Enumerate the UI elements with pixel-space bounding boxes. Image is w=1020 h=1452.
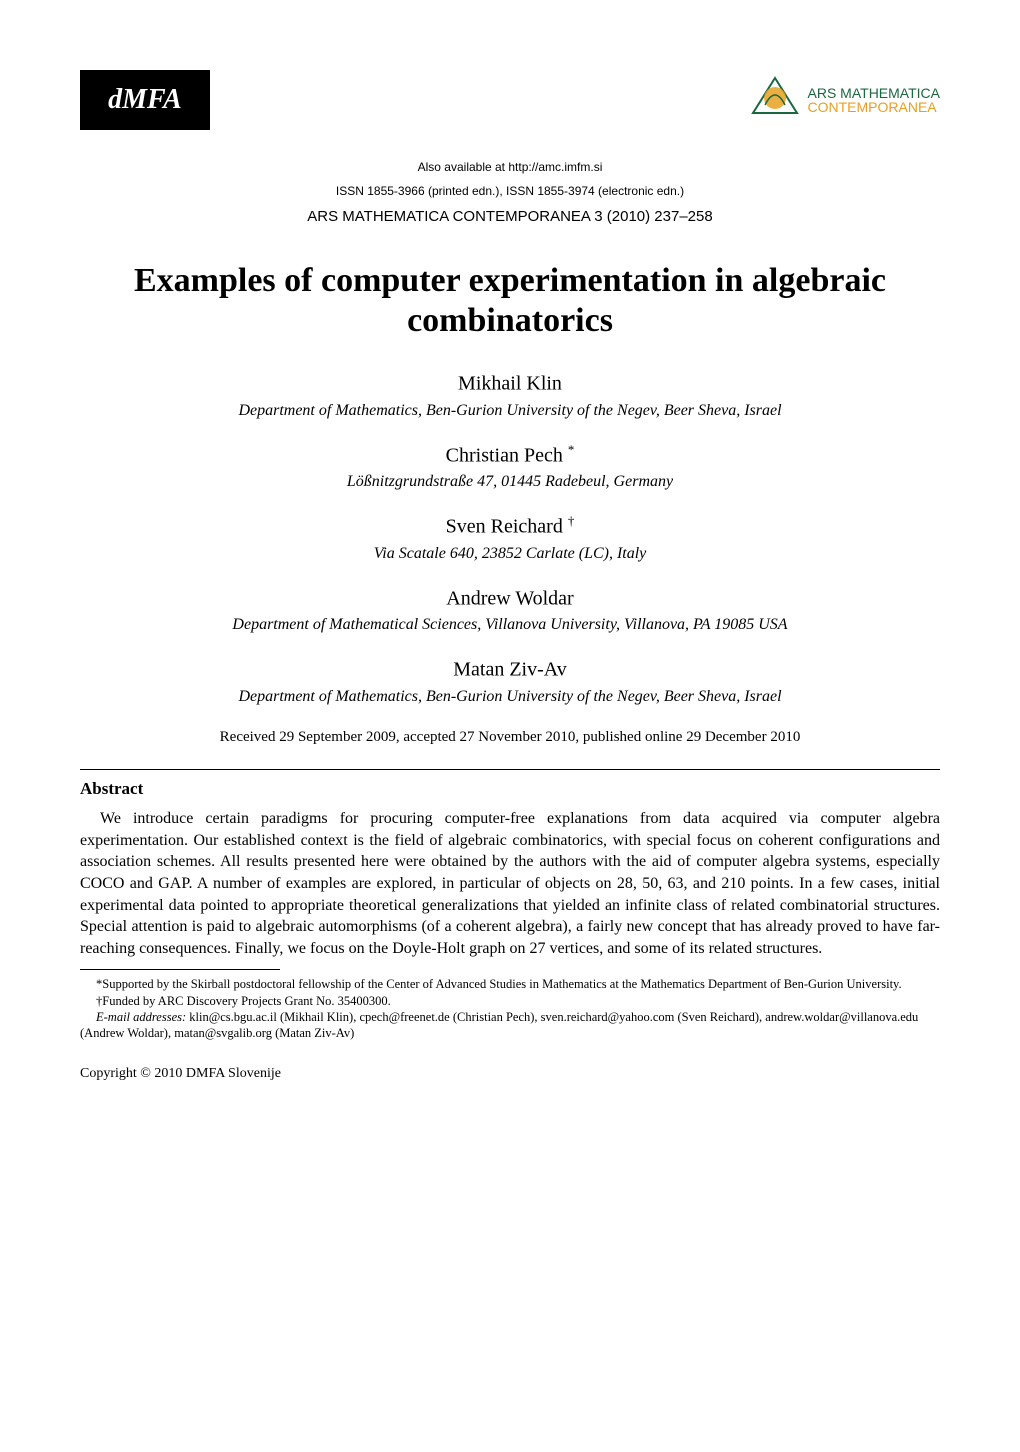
footnote-star: *Supported by the Skirball postdoctoral … — [80, 976, 940, 992]
header-row: dMFA ARS MATHEMATICA CONTEMPORANEA — [80, 70, 940, 130]
journal-citation: ARS MATHEMATICA CONTEMPORANEA 3 (2010) 2… — [80, 207, 940, 227]
author-name-0: Mikhail Klin — [80, 370, 940, 397]
footnotes: *Supported by the Skirball postdoctoral … — [80, 976, 940, 1041]
author-block-1: Christian Pech * Lößnitzgrundstraße 47, … — [80, 442, 940, 493]
footnote-divider — [80, 969, 280, 970]
journal-name-line1: ARS MATHEMATICA — [808, 86, 941, 100]
author-block-0: Mikhail Klin Department of Mathematics, … — [80, 370, 940, 421]
logo-ars-mathematica: ARS MATHEMATICA CONTEMPORANEA — [750, 75, 941, 125]
abstract-heading: Abstract — [80, 778, 940, 800]
logo-right-text: ARS MATHEMATICA CONTEMPORANEA — [808, 86, 941, 114]
email-list: klin@cs.bgu.ac.il (Mikhail Klin), cpech@… — [80, 1010, 918, 1040]
footnote-dagger: †Funded by ARC Discovery Projects Grant … — [80, 993, 940, 1009]
paper-title: Examples of computer experimentation in … — [80, 261, 940, 343]
author-block-3: Andrew Woldar Department of Mathematical… — [80, 585, 940, 636]
abstract-body: We introduce certain paradigms for procu… — [80, 808, 940, 959]
author-block-2: Sven Reichard † Via Scatale 640, 23852 C… — [80, 513, 940, 564]
journal-name-line2: CONTEMPORANEA — [808, 100, 941, 114]
author-name-2: Sven Reichard † — [80, 513, 940, 540]
author-affiliation-3: Department of Mathematical Sciences, Vil… — [80, 615, 940, 636]
author-affiliation-0: Department of Mathematics, Ben-Gurion Un… — [80, 401, 940, 422]
journal-emblem-icon — [750, 75, 800, 125]
author-affiliation-2: Via Scatale 640, 23852 Carlate (LC), Ita… — [80, 544, 940, 565]
copyright-line: Copyright © 2010 DMFA Slovenije — [80, 1065, 940, 1083]
author-affiliation-1: Lößnitzgrundstraße 47, 01445 Radebeul, G… — [80, 472, 940, 493]
email-label: E-mail addresses: — [96, 1010, 186, 1024]
author-name-4: Matan Ziv-Av — [80, 656, 940, 683]
author-block-4: Matan Ziv-Av Department of Mathematics, … — [80, 656, 940, 707]
author-name-3: Andrew Woldar — [80, 585, 940, 612]
publication-dates: Received 29 September 2009, accepted 27 … — [80, 728, 940, 748]
author-affiliation-4: Department of Mathematics, Ben-Gurion Un… — [80, 687, 940, 708]
footnote-emails: E-mail addresses: klin@cs.bgu.ac.il (Mik… — [80, 1009, 940, 1042]
logo-left-text: dMFA — [108, 82, 182, 118]
availability-line: Also available at http://amc.imfm.si — [80, 160, 940, 176]
issn-line: ISSN 1855-3966 (printed edn.), ISSN 1855… — [80, 184, 940, 200]
divider-top — [80, 769, 940, 770]
author-name-1: Christian Pech * — [80, 442, 940, 469]
logo-dmfa: dMFA — [80, 70, 210, 130]
